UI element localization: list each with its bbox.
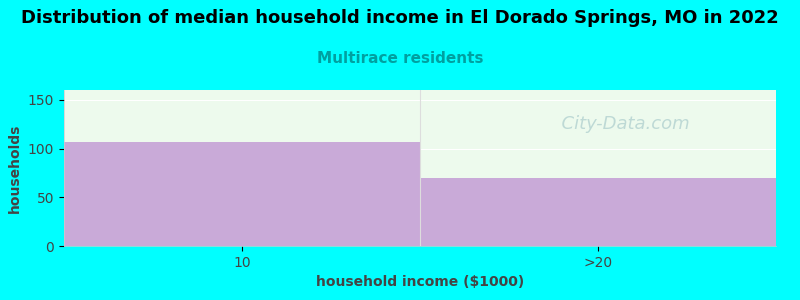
Bar [64,142,420,246]
Y-axis label: households: households [8,123,22,213]
Text: City-Data.com: City-Data.com [550,115,689,133]
Text: Distribution of median household income in El Dorado Springs, MO in 2022: Distribution of median household income … [21,9,779,27]
X-axis label: household income ($1000): household income ($1000) [316,275,524,289]
Text: Multirace residents: Multirace residents [317,51,483,66]
Bar [420,178,776,246]
